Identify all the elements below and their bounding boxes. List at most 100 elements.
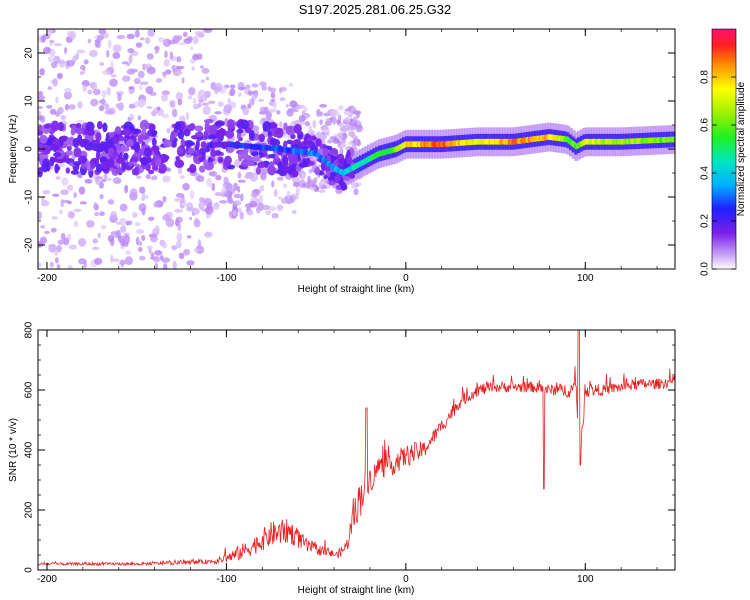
spectrogram-noise-blob: [193, 104, 200, 110]
spectrogram-noise-blob: [61, 177, 69, 186]
spectrogram-noise-blob: [116, 34, 126, 40]
spectrogram-noise-blob: [42, 46, 51, 55]
spectrogram-noise-blob: [99, 211, 105, 217]
spectrogram-noise-blob: [192, 35, 199, 45]
spectrogram-signal-blob: [277, 165, 288, 177]
spectrogram-noise-blob: [112, 44, 122, 53]
spectrogram-noise-blob: [127, 48, 135, 54]
spectrogram-noise-blob: [294, 192, 299, 200]
spectrogram-signal-blob: [82, 139, 90, 145]
spectrogram-noise-blob: [163, 59, 170, 67]
spectrogram-noise-blob: [112, 258, 120, 263]
spectrogram-signal-blob: [342, 176, 351, 181]
spectrogram-noise-blob: [272, 213, 277, 219]
spectrogram-noise-blob: [347, 142, 354, 146]
spectrogram-noise-blob: [175, 216, 183, 224]
spectrogram-noise-blob: [172, 64, 176, 74]
spectrogram-noise-blob: [215, 174, 222, 181]
spectrogram-noise-blob: [149, 234, 158, 243]
spectrogram-signal-blob: [291, 170, 299, 178]
colorbar-tick-label: 0.0: [700, 262, 711, 276]
spectrogram-noise-blob: [352, 116, 358, 124]
spectrogram-noise-blob: [128, 54, 133, 64]
spectrogram-noise-blob: [115, 103, 120, 109]
spectrogram-signal-blob: [210, 149, 217, 158]
spectrogram-signal-blob: [258, 133, 265, 143]
spectrogram-signal-blob: [123, 152, 129, 160]
spectrogram-signal-blob: [132, 128, 140, 135]
spectrogram-noise-blob: [128, 103, 136, 109]
spectrogram-signal-blob: [238, 150, 243, 162]
spectrogram-signal-blob: [308, 161, 315, 166]
spectrogram-noise-blob: [53, 43, 62, 47]
spectrogram-noise-blob: [212, 202, 220, 210]
spectrogram-noise-blob: [316, 111, 324, 117]
spectrogram-noise-blob: [153, 201, 160, 208]
spectrogram-noise-blob: [268, 108, 277, 113]
spectrogram-noise-blob: [138, 186, 146, 194]
spectrogram-noise-blob: [139, 241, 143, 247]
y-tick-label: -20: [24, 237, 35, 252]
spectrogram-noise-blob: [64, 47, 68, 54]
spectrogram-noise-blob: [270, 98, 276, 102]
spectrogram-signal-blob: [91, 139, 101, 145]
spectrogram-noise-blob: [58, 209, 63, 215]
spectrogram-noise-blob: [92, 88, 101, 96]
spectrogram-signal-blob: [314, 166, 321, 176]
spectrogram-noise-blob: [203, 29, 213, 33]
spectrogram-signal-blob: [174, 159, 185, 169]
spectrogram-signal-blob: [38, 154, 49, 160]
spectrogram-noise-blob: [64, 87, 72, 93]
spectrogram-noise-blob: [205, 76, 210, 81]
spectrogram-signal-blob: [194, 131, 203, 138]
spectrogram-noise-blob: [233, 200, 242, 207]
spectrogram-noise-blob: [189, 216, 193, 221]
spectrogram-noise-blob: [276, 204, 284, 211]
spectrogram-noise-blob: [140, 99, 147, 107]
spectrogram-noise-blob: [280, 198, 288, 204]
x-tick-label: -200: [37, 273, 57, 284]
spectrogram-signal-blob: [320, 161, 326, 172]
spectrogram-noise-blob: [39, 68, 45, 76]
spectrogram-noise-blob: [250, 176, 255, 181]
spectrogram-noise-blob: [58, 59, 66, 68]
spectrogram-noise-blob: [107, 199, 115, 205]
spectrogram-noise-blob: [249, 200, 258, 208]
spectrogram-noise-blob: [87, 38, 92, 44]
spectrogram-signal-blob: [146, 155, 152, 162]
spectrogram-noise-blob: [218, 200, 228, 204]
spectrogram-noise-blob: [270, 92, 276, 99]
spectrogram-noise-blob: [140, 196, 145, 201]
spectrogram-signal-blob: [175, 156, 180, 161]
spectrogram-noise-blob: [110, 60, 114, 69]
spectrogram-noise-blob: [156, 106, 161, 111]
spectrogram-noise-blob: [198, 201, 205, 211]
spectrogram-signal-blob: [219, 127, 224, 138]
spectrogram-noise-blob: [154, 262, 159, 269]
spectrogram-noise-blob: [150, 252, 155, 259]
spectrogram-noise-blob: [208, 100, 216, 104]
spectrogram-noise-blob: [109, 78, 118, 87]
spectrogram-noise-blob: [110, 211, 118, 220]
spectrogram-noise-blob: [171, 108, 178, 118]
spectrogram-signal-blob: [148, 169, 155, 175]
spectrogram-noise-blob: [237, 171, 242, 179]
spectrogram-noise-blob: [146, 245, 153, 250]
spectrogram-noise-blob: [127, 220, 133, 226]
spectrogram-noise-blob: [100, 224, 107, 230]
spectrogram-noise-blob: [239, 211, 244, 220]
spectrogram-noise-blob: [185, 111, 190, 121]
spectrogram-noise-blob: [248, 98, 255, 105]
spectrogram-noise-blob: [319, 103, 328, 108]
spectrogram-noise-blob: [332, 115, 337, 125]
spectrogram-noise-blob: [134, 29, 140, 38]
spectrogram-noise-blob: [197, 239, 202, 249]
spectrogram-noise-blob: [343, 110, 351, 116]
spectrogram-noise-blob: [308, 169, 313, 174]
spectrogram-noise-blob: [139, 37, 145, 41]
spectrogram-noise-blob: [117, 93, 122, 102]
spectrogram-noise-blob: [200, 65, 204, 69]
spectrogram-noise-blob: [132, 212, 138, 218]
spectrogram-noise-blob: [60, 115, 67, 120]
spectrogram-noise-blob: [288, 82, 294, 88]
